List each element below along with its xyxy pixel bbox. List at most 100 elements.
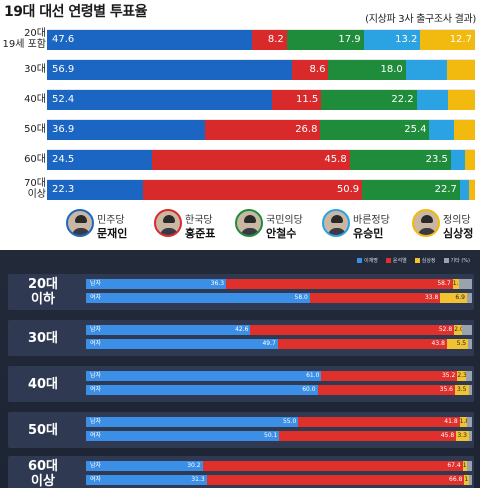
bar-segment-심상정: 2.3 (457, 371, 467, 381)
bar-segment-윤석열: 67.4 (202, 461, 463, 471)
candidate-photo (412, 209, 440, 237)
age-group-label: 50대 (8, 412, 78, 448)
age-row: 30대 56.9 8.6 18.0 (0, 57, 480, 81)
bar-segment-심상정 (448, 90, 475, 110)
bar-segment-심상정: 1.0 (462, 461, 467, 471)
bar-segment-윤석열: 52.8 (250, 325, 455, 335)
bar-segment-심상정 (447, 60, 475, 80)
bar-segment-기타 (%) (459, 279, 472, 289)
gender-bar: 55.041.81.8 (86, 417, 472, 427)
gender-bar: 36.358.71.7 (86, 279, 472, 289)
bar-segment-기타 (%) (469, 475, 472, 485)
bar-segment-심상정: 2.0 (454, 325, 462, 335)
bar-segment-유승민 (459, 180, 469, 200)
bar-segment-기타 (%) (466, 461, 472, 471)
age-row: 40대 52.4 11.5 22.2 (0, 87, 480, 111)
bar-segment-기타 (%) (468, 385, 472, 395)
gender-label: 여자 (90, 476, 102, 483)
age-label-line: 50대 (24, 123, 46, 135)
gender-label: 남자 (90, 326, 102, 333)
bar-segment-윤석열: 58.7 (226, 279, 453, 289)
legend-item: 이재명 (357, 257, 378, 264)
age-label-line: 30대 (24, 63, 46, 75)
bar-segment-이재명: 55.0 (86, 417, 299, 427)
gender-label: 여자 (90, 340, 102, 347)
bar-segment-기타 (%) (466, 417, 472, 427)
candidate-name: 유승민 (353, 227, 384, 240)
gender-label: 남자 (90, 418, 102, 425)
age-group-label-line: 30대 (27, 330, 59, 346)
bar-segment-심상정 (464, 150, 475, 170)
legend-label: 심상정 (421, 258, 436, 264)
gender-bar: 61.0 35.2 2.3 (86, 371, 472, 381)
bar-segment-심상정: 6.9 (440, 293, 467, 303)
candidate-legend: 민주당 문재인 한국당 홍준표 국민의당 안철수 바른정당 유승민 정의당 심상정 (0, 205, 480, 247)
age-label-line: 이상 (27, 189, 46, 200)
legend-label: 기타 (%) (450, 258, 470, 264)
legend-swatch (385, 258, 391, 263)
bar-segment-심상정: 1.2 (464, 475, 469, 485)
bar-segment-이재명: 30.2 (86, 461, 203, 471)
age-row: 70대 이상 22.3 50.9 22.7 (0, 177, 480, 201)
bar-segment-심상정: 1.8 (459, 417, 467, 427)
age-label-line: 40대 (24, 93, 46, 105)
age-label: 50대 (0, 117, 46, 141)
bar-segment-유승민 (405, 60, 448, 80)
bar-segment-이재명: 58.0 (86, 293, 310, 303)
age-group-label: 20대 이하 (8, 274, 78, 310)
candidate-name: 홍준표 (185, 227, 216, 240)
bar-segment-문재인: 52.4 (47, 90, 272, 110)
bar-segment-기타 (%) (468, 431, 472, 441)
candidate-name: 심상정 (443, 227, 474, 240)
bar-segment-윤석열: 45.8 (279, 431, 457, 441)
gender-label: 남자 (90, 462, 102, 469)
age-label-line: 19세 포함 (2, 39, 46, 50)
age-label-line: 20대 (24, 28, 46, 39)
bar-segment-기타 (%) (466, 371, 472, 381)
age-label-line: 60대 (24, 153, 46, 165)
age-group-label-line: 20대 (27, 277, 59, 292)
age-label: 20대 19세 포함 (0, 27, 46, 51)
bar-segment-안철수: 18.0 (328, 60, 406, 80)
bar-segment-기타 (%) (468, 339, 472, 349)
bar-segment-심상정: 3.5 (455, 385, 469, 395)
age-group-label: 60대 이상 (8, 456, 78, 488)
bar-segment-문재인: 56.9 (47, 60, 292, 80)
candidate-photo (154, 209, 182, 237)
bar-segment-이재명: 42.6 (86, 325, 251, 335)
gender-label: 여자 (90, 386, 102, 393)
legend-swatch (443, 258, 449, 263)
bar-segment-이재명: 61.0 (86, 371, 322, 381)
age-group-label-line: 이하 (31, 292, 55, 307)
bar-segment-심상정: 12.7 (420, 30, 475, 50)
bar-segment-유승민 (416, 90, 449, 110)
gender-label: 여자 (90, 294, 102, 301)
gender-label: 여자 (90, 432, 102, 439)
age-group: 40대 61.0 35.2 2.3 남자 60.0 35.6 3.5 여자 (8, 366, 474, 402)
bar-segment-윤석열: 35.2 (321, 371, 458, 381)
candidate-party: 정의당 (443, 215, 471, 226)
candidate-party: 국민의당 (266, 215, 303, 226)
bar-segment-문재인: 36.9 (47, 120, 206, 140)
stacked-bar: 52.4 11.5 22.2 (47, 89, 475, 110)
bar-segment-윤석열: 43.8 (277, 339, 447, 349)
candidate-photo (322, 209, 350, 237)
bar-segment-홍준표: 11.5 (271, 90, 322, 110)
bar-segment-심상정: 3.3 (456, 431, 469, 441)
candidate-party: 한국당 (185, 215, 213, 226)
legend-swatch (357, 258, 363, 263)
age-group-label: 40대 (8, 366, 78, 402)
gender-label: 남자 (90, 372, 102, 379)
stacked-bar: 36.9 26.8 25.4 (47, 119, 475, 140)
bar-segment-안철수: 25.4 (320, 120, 430, 140)
gender-bar: 42.6 52.8 2.0 (86, 325, 472, 335)
legend-item: 기타 (%) (443, 257, 470, 264)
bar-segment-이재명: 36.3 (86, 279, 227, 289)
bar-segment-안철수: 22.2 (321, 90, 417, 110)
bar-segment-유승민 (429, 120, 454, 140)
candidate-name: 문재인 (97, 227, 128, 240)
gender-bar: 30.267.41.0 (86, 461, 472, 471)
